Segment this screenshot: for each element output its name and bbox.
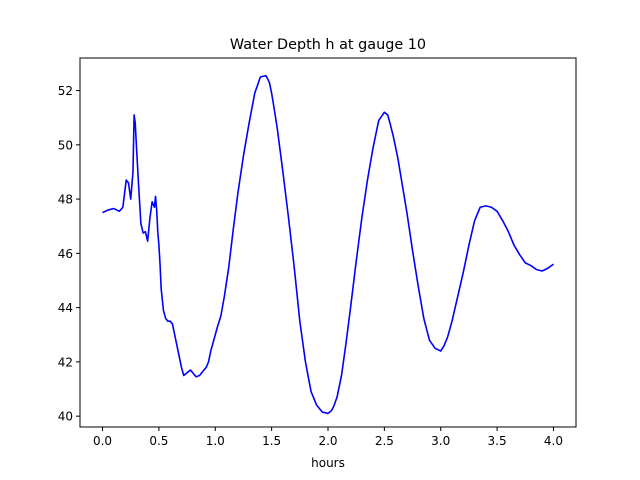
plot-area — [79, 57, 577, 428]
x-tick-label: 3.5 — [488, 434, 507, 448]
y-tick-label: 50 — [58, 138, 73, 152]
x-tick-label: 0.5 — [149, 434, 168, 448]
x-tick-label: 1.5 — [262, 434, 281, 448]
x-tick-label: 3.0 — [431, 434, 450, 448]
x-tick-label: 4.0 — [544, 434, 563, 448]
x-tick-label: 1.0 — [206, 434, 225, 448]
y-tick-label: 42 — [58, 355, 73, 369]
y-tick-label: 46 — [58, 247, 73, 261]
y-tick-label: 40 — [58, 410, 73, 424]
x-tick-label: 0.0 — [93, 434, 112, 448]
x-tick-label: 2.5 — [375, 434, 394, 448]
y-tick-label: 52 — [58, 84, 73, 98]
x-tick-label: 2.0 — [318, 434, 337, 448]
y-tick-label: 48 — [58, 193, 73, 207]
x-axis: 0.0 0.5 1.0 1.5 2.0 2.5 3.0 3.5 4.0 — [93, 427, 563, 448]
plot-frame — [79, 57, 577, 428]
x-axis-label: hours — [311, 456, 345, 470]
series-line-0 — [102, 74, 554, 415]
y-axis: 40 42 44 46 48 50 52 — [58, 84, 80, 424]
chart-title: Water Depth h at gauge 10 — [230, 37, 426, 53]
y-tick-label: 44 — [58, 301, 73, 315]
